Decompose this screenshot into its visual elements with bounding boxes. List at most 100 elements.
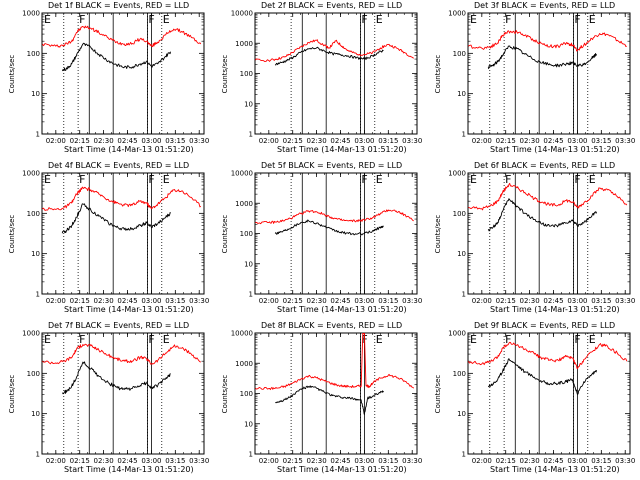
x-tick-label: 03:15 bbox=[591, 137, 611, 145]
x-tick-label: 03:15 bbox=[378, 457, 398, 465]
state-marker-label: F bbox=[574, 333, 580, 346]
panel-title: Det 6f BLACK = Events, RED = LLD bbox=[474, 161, 616, 170]
x-tick-label: 02:30 bbox=[94, 137, 114, 145]
x-tick-label: 03:00 bbox=[567, 137, 587, 145]
plot-frame bbox=[41, 172, 205, 295]
series-group bbox=[255, 333, 415, 416]
x-axis-label: Start Time (14-Mar-13 01:51:20) bbox=[277, 145, 407, 154]
plot-frame bbox=[41, 332, 205, 455]
detector-panel: Det 3f BLACK = Events, RED = LLD Start Ti… bbox=[426, 0, 639, 160]
state-marker-label: F bbox=[79, 13, 85, 26]
x-tick-label: 03:15 bbox=[378, 297, 398, 305]
state-marker-label: F bbox=[505, 173, 511, 186]
state-marker-label: F bbox=[574, 173, 580, 186]
x-tick-label: 02:30 bbox=[520, 297, 540, 305]
panel-plot: 1 10 100 1000 10000 02:00 02:15 02:30 02:45 03:00… bbox=[231, 170, 423, 306]
y-tick-label: 1000 bbox=[235, 40, 253, 48]
x-tick-label: 03:15 bbox=[591, 297, 611, 305]
y-tick-label: 100 bbox=[240, 390, 253, 398]
panel-plot: 1 10 100 1000 10000 02:00 02:15 02:30 02:45 03:00… bbox=[231, 330, 423, 466]
x-tick-label: 02:30 bbox=[307, 297, 327, 305]
x-tick-label: 03:30 bbox=[189, 457, 209, 465]
lld-series-line bbox=[42, 186, 202, 211]
x-tick-label: 02:15 bbox=[70, 297, 90, 305]
panel-plot: 1 10 100 1000 02:00 02:15 02:30 02:45 03:00 03:15… bbox=[448, 10, 635, 146]
state-marker-label: E bbox=[44, 13, 51, 26]
state-marker-label: F bbox=[505, 333, 511, 346]
panel-plot: 1 10 100 1000 02:00 02:15 02:30 02:45 03:00 03:15… bbox=[448, 330, 635, 466]
state-marker-label: F bbox=[148, 13, 154, 26]
y-tick-label: 1 bbox=[462, 451, 466, 459]
x-tick-label: 03:15 bbox=[165, 297, 185, 305]
panel-title: Det 8f BLACK = Events, RED = LLD bbox=[261, 321, 403, 330]
x-tick-label: 02:15 bbox=[283, 457, 303, 465]
y-tick-label: 10 bbox=[457, 250, 466, 258]
x-tick-label: 02:45 bbox=[117, 297, 137, 305]
x-tick-label: 02:00 bbox=[259, 137, 279, 145]
state-marker-label: E bbox=[44, 333, 51, 346]
x-tick-label: 02:45 bbox=[543, 137, 563, 145]
y-tick-label: 1 bbox=[249, 291, 253, 299]
y-tick-label: 1 bbox=[36, 451, 40, 459]
panel-title: Det 2f BLACK = Events, RED = LLD bbox=[261, 1, 403, 10]
events-series-line bbox=[487, 198, 597, 232]
state-marker-label: E bbox=[589, 333, 596, 346]
y-tick-label: 1 bbox=[249, 131, 253, 139]
state-marker-label: E bbox=[589, 173, 596, 186]
x-tick-label: 03:00 bbox=[354, 137, 374, 145]
x-tick-label: 03:30 bbox=[402, 137, 422, 145]
y-tick-label: 1000 bbox=[235, 200, 253, 208]
y-tick-label: 1 bbox=[36, 131, 40, 139]
x-tick-label: 03:30 bbox=[189, 297, 209, 305]
x-tick-label: 03:30 bbox=[402, 297, 422, 305]
x-tick-label: 03:00 bbox=[141, 457, 161, 465]
y-tick-label: 10 bbox=[457, 90, 466, 98]
x-tick-label: 02:15 bbox=[496, 297, 516, 305]
detector-panel: Det 7f BLACK = Events, RED = LLD Start Ti… bbox=[0, 320, 213, 480]
state-marker-label: F bbox=[574, 13, 580, 26]
x-tick-label: 03:00 bbox=[567, 297, 587, 305]
x-tick-label: 02:15 bbox=[496, 137, 516, 145]
y-tick-label: 1000 bbox=[448, 330, 466, 338]
panel-title: Det 1f BLACK = Events, RED = LLD bbox=[48, 1, 190, 10]
lld-series-line bbox=[42, 25, 202, 48]
x-tick-label: 02:00 bbox=[259, 297, 279, 305]
panel-plot: 1 10 100 1000 02:00 02:15 02:30 02:45 03:00 03:15… bbox=[22, 170, 209, 306]
x-axis-label: Start Time (14-Mar-13 01:51:20) bbox=[64, 305, 194, 314]
x-tick-label: 03:30 bbox=[615, 297, 635, 305]
panel-plot: 1 10 100 1000 02:00 02:15 02:30 02:45 03:00 03:15… bbox=[22, 10, 209, 146]
x-tick-label: 03:00 bbox=[141, 137, 161, 145]
state-marker-label: E bbox=[163, 173, 170, 186]
x-axis-label: Start Time (14-Mar-13 01:51:20) bbox=[490, 145, 620, 154]
y-tick-label: 100 bbox=[453, 50, 466, 58]
state-marker-label: F bbox=[148, 333, 154, 346]
x-axis-label: Start Time (14-Mar-13 01:51:20) bbox=[490, 465, 620, 474]
x-tick-label: 03:00 bbox=[141, 297, 161, 305]
lld-series-line bbox=[255, 209, 414, 225]
x-axis-label: Start Time (14-Mar-13 01:51:20) bbox=[64, 465, 194, 474]
series-group bbox=[468, 341, 628, 395]
y-tick-label: 1 bbox=[462, 131, 466, 139]
x-axis-label: Start Time (14-Mar-13 01:51:20) bbox=[64, 145, 194, 154]
lld-series-line bbox=[468, 341, 628, 370]
plot-frame bbox=[254, 332, 418, 455]
x-tick-label: 02:15 bbox=[283, 137, 303, 145]
detector-panel: Det 1f BLACK = Events, RED = LLD Start Ti… bbox=[0, 0, 213, 160]
x-tick-label: 02:45 bbox=[117, 457, 137, 465]
lld-series-line bbox=[255, 333, 415, 391]
state-marker-label: F bbox=[148, 173, 154, 186]
y-tick-label: 100 bbox=[453, 370, 466, 378]
lld-series-line bbox=[468, 29, 627, 52]
x-tick-label: 02:00 bbox=[46, 297, 66, 305]
x-tick-label: 02:30 bbox=[307, 457, 327, 465]
series-group bbox=[42, 25, 202, 72]
x-tick-label: 03:15 bbox=[165, 137, 185, 145]
x-tick-label: 03:00 bbox=[354, 297, 374, 305]
panel-plot: 1 10 100 1000 02:00 02:15 02:30 02:45 03:00 03:15… bbox=[448, 170, 635, 306]
plot-frame bbox=[467, 172, 631, 295]
state-marker-label: E bbox=[470, 173, 477, 186]
series-group bbox=[42, 186, 202, 234]
x-tick-label: 02:45 bbox=[330, 137, 350, 145]
series-group bbox=[255, 209, 414, 236]
